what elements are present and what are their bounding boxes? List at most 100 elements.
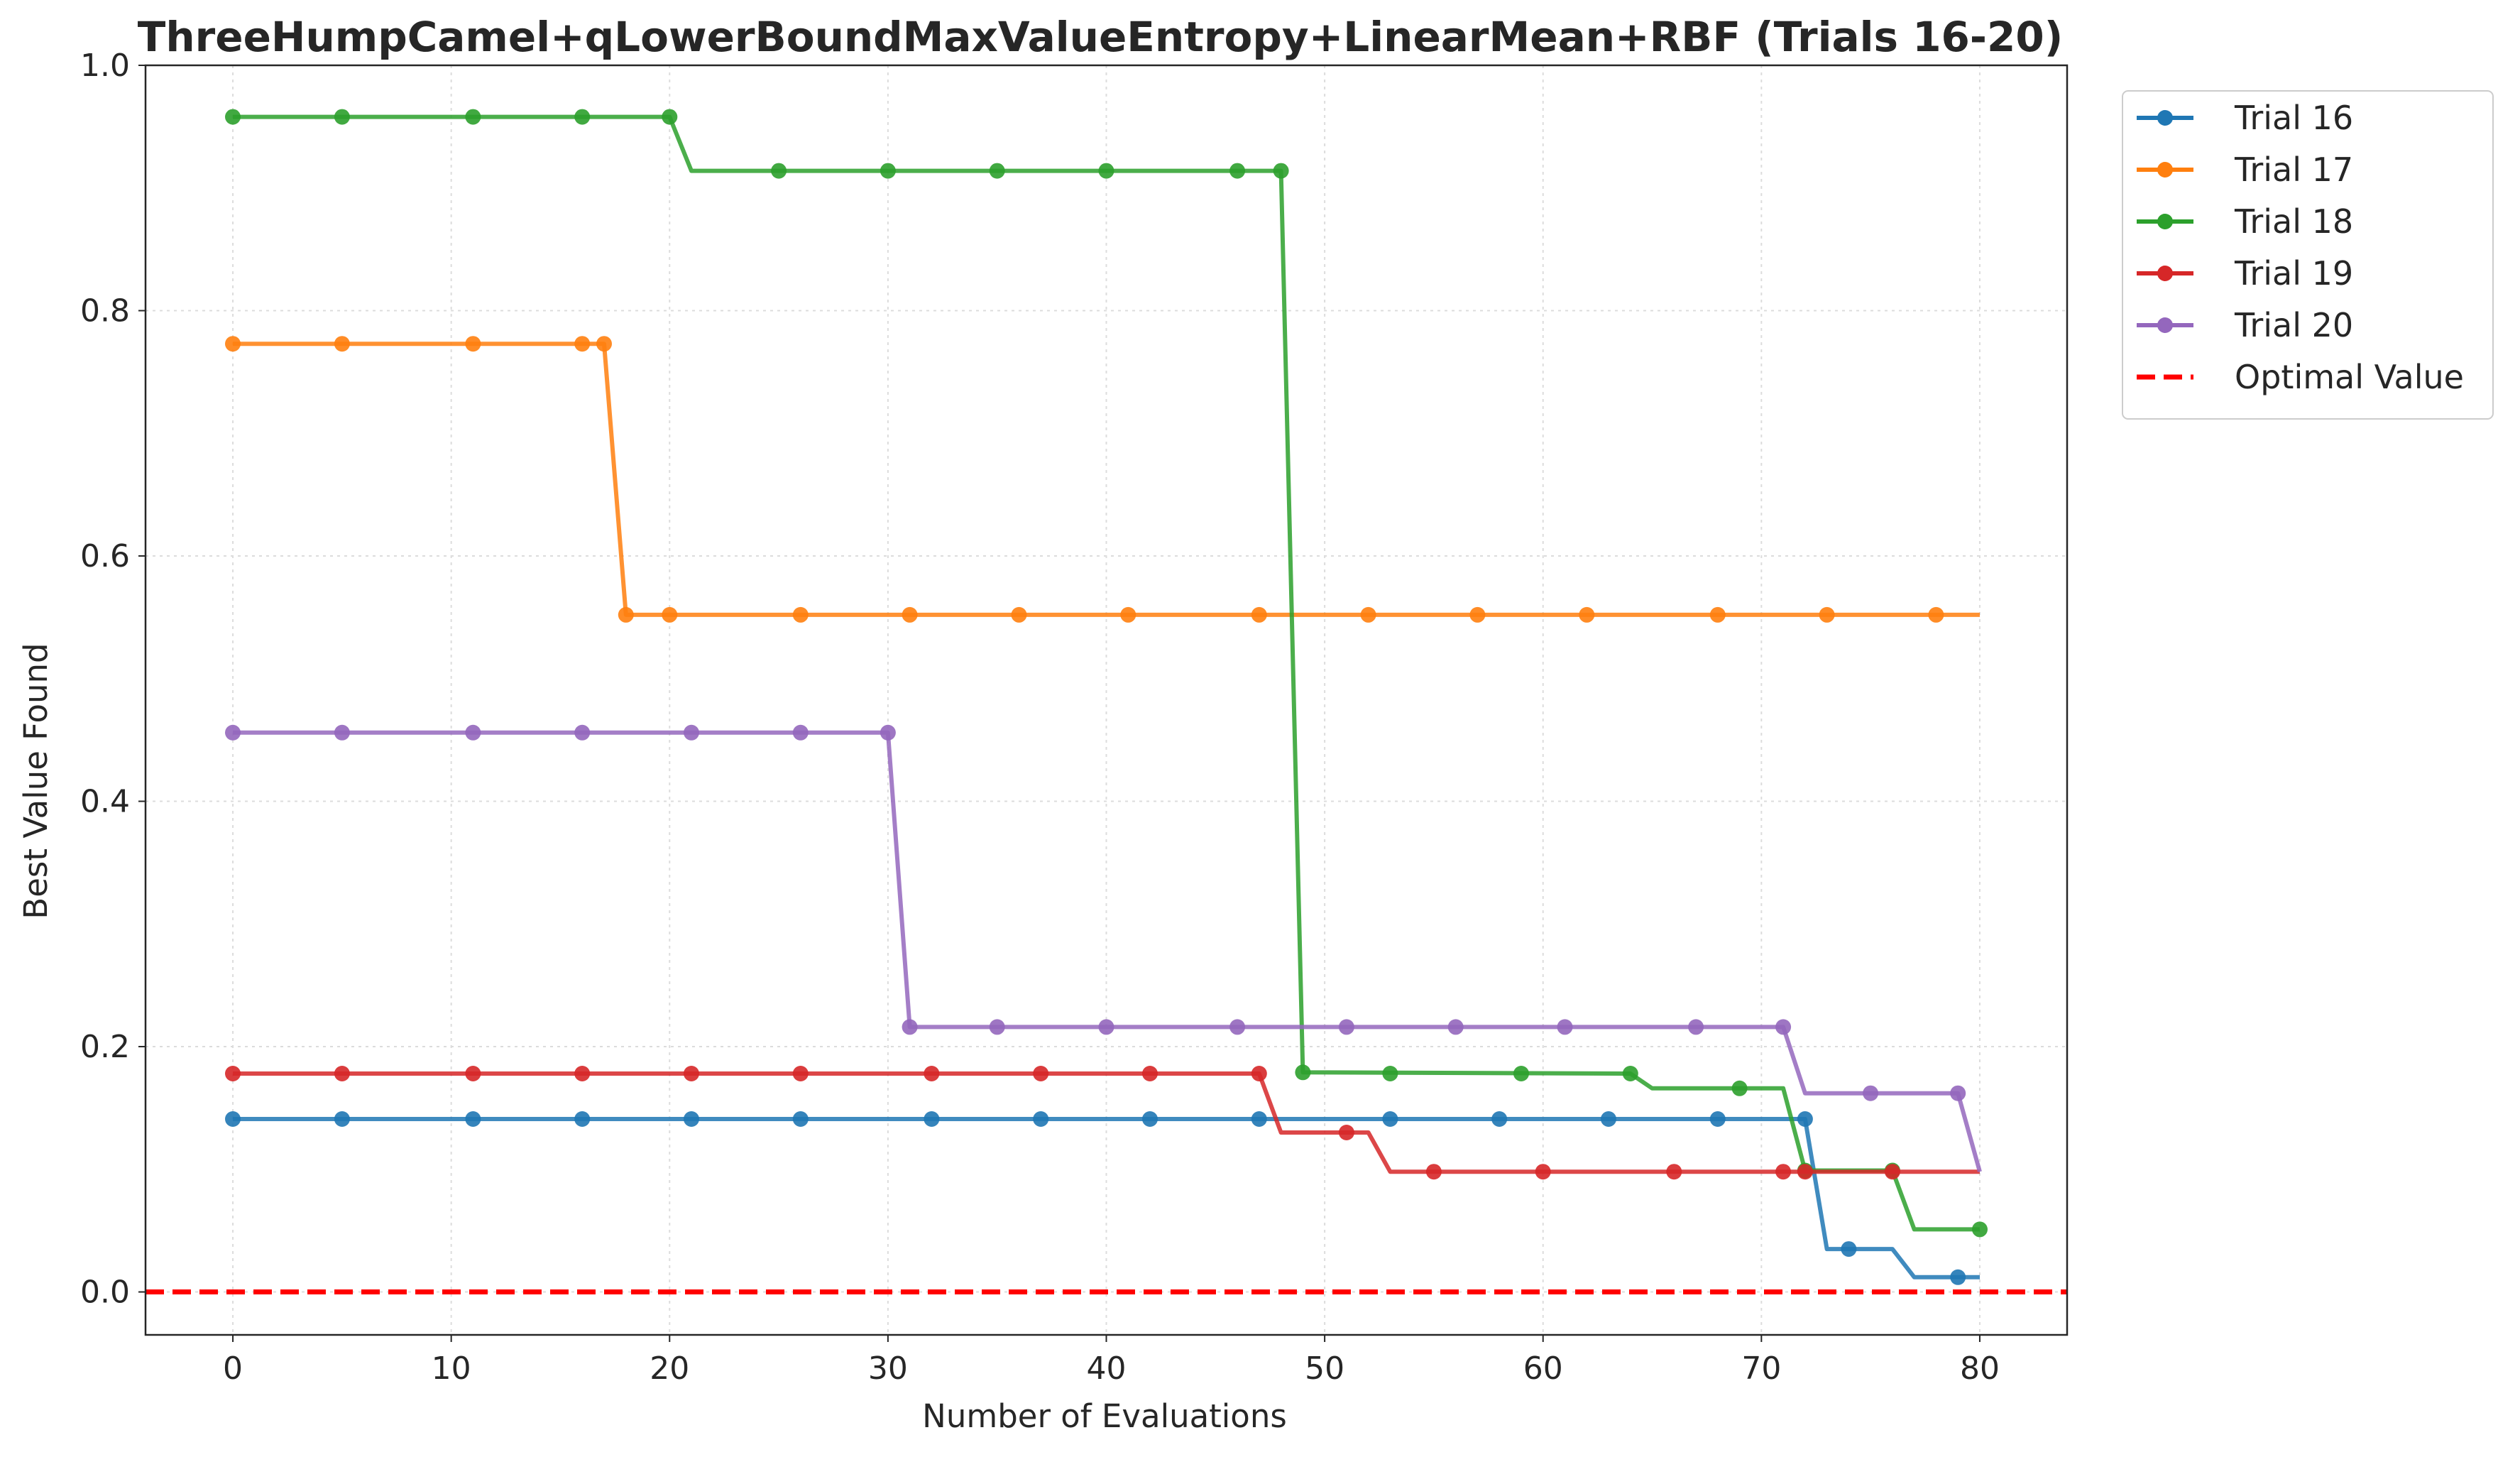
data-point	[465, 109, 481, 125]
y-tick-label: 0.2	[80, 1029, 130, 1065]
data-point	[334, 1066, 350, 1081]
data-point	[1775, 1019, 1792, 1035]
data-point	[1841, 1241, 1857, 1257]
data-point	[1251, 1066, 1267, 1081]
y-tick-label: 0.4	[80, 784, 130, 820]
legend-marker	[2157, 266, 2173, 281]
data-point	[792, 1066, 809, 1081]
data-point	[225, 1111, 241, 1127]
data-point	[924, 1066, 940, 1081]
legend-item: Trial 20	[2137, 306, 2353, 344]
legend-frame	[2122, 90, 2494, 420]
data-point	[792, 606, 809, 623]
series-trial-20	[225, 724, 1982, 1173]
data-point	[924, 1111, 940, 1127]
legend: Trial 16 Trial 17 Trial 18 Trial 19 Trial 20…	[2122, 90, 2494, 420]
data-point	[1557, 1019, 1573, 1035]
data-point	[662, 606, 678, 623]
data-point	[1775, 1164, 1792, 1180]
data-point	[334, 109, 350, 125]
data-point	[684, 1111, 699, 1127]
legend-label: Trial 18	[2234, 202, 2353, 241]
data-point	[1425, 1164, 1442, 1180]
legend-item: Trial 19	[2137, 254, 2353, 293]
data-point	[1972, 1221, 1988, 1238]
legend-marker	[2157, 162, 2173, 178]
data-point	[1513, 1066, 1529, 1081]
data-point	[684, 724, 699, 741]
data-point	[1601, 1111, 1616, 1127]
y-tick-label: 0.0	[80, 1275, 130, 1311]
x-tick-label: 20	[650, 1350, 689, 1387]
data-point	[574, 109, 591, 125]
data-point	[1120, 606, 1136, 623]
data-point	[465, 336, 481, 352]
data-point	[1622, 1066, 1638, 1081]
data-point	[1469, 606, 1486, 623]
data-point	[1382, 1111, 1398, 1127]
data-point	[574, 724, 591, 741]
data-point	[1731, 1080, 1748, 1096]
legend-item: Trial 18	[2137, 202, 2353, 241]
data-point	[1251, 606, 1267, 623]
data-point	[225, 1066, 241, 1081]
chart-title: ThreeHumpCamel+qLowerBoundMaxValueEntrop…	[138, 13, 2063, 61]
data-point	[1142, 1066, 1158, 1081]
data-point	[1491, 1111, 1508, 1127]
x-tick-label: 0	[223, 1350, 243, 1387]
legend-marker	[2157, 110, 2173, 126]
x-tick-label: 10	[432, 1350, 471, 1387]
data-point	[1229, 1019, 1246, 1035]
legend-item: Trial 17	[2137, 151, 2353, 189]
data-point	[1251, 1111, 1267, 1127]
data-point	[1950, 1085, 1966, 1101]
series-trial-17	[225, 336, 1980, 623]
data-point	[1535, 1164, 1551, 1180]
legend-label: Optimal Value	[2235, 358, 2464, 396]
data-point	[1033, 1111, 1049, 1127]
series-trial-16	[225, 1111, 1980, 1285]
data-point	[880, 163, 896, 179]
data-point	[989, 1019, 1005, 1035]
data-point	[771, 163, 787, 179]
data-point	[225, 336, 241, 352]
data-point	[596, 336, 612, 352]
series-line	[233, 1117, 1980, 1279]
x-tick-label: 50	[1305, 1350, 1344, 1387]
data-point	[465, 724, 481, 741]
data-point	[1928, 606, 1944, 623]
y-axis-label: Best Value Found	[17, 643, 55, 919]
data-point	[1797, 1164, 1813, 1180]
y-axis-ticks: 0.0 0.2 0.4 0.6 0.8 1.0	[80, 48, 146, 1311]
x-tick-label: 40	[1087, 1350, 1127, 1387]
data-point	[465, 1111, 481, 1127]
series-layer	[146, 109, 2067, 1295]
x-tick-label: 80	[1960, 1350, 2000, 1387]
data-point	[1819, 606, 1835, 623]
data-point	[1360, 606, 1376, 623]
data-point	[1229, 163, 1246, 179]
data-point	[618, 606, 634, 623]
legend-label: Trial 19	[2234, 254, 2353, 293]
legend-item: Optimal Value	[2137, 358, 2464, 396]
legend-marker	[2157, 214, 2173, 229]
x-axis-ticks: 0 10 20 30 40 50 60 70 80	[223, 1335, 2000, 1387]
data-point	[684, 1066, 699, 1081]
data-point	[1884, 1164, 1900, 1180]
data-point	[662, 109, 678, 125]
data-point	[1797, 1111, 1813, 1127]
x-tick-label: 70	[1741, 1350, 1781, 1387]
series-trial-19	[225, 1066, 1980, 1180]
data-point	[1382, 1066, 1398, 1081]
data-point	[334, 1111, 350, 1127]
data-point	[1950, 1269, 1966, 1285]
y-tick-label: 0.8	[80, 293, 130, 329]
legend-marker	[2157, 317, 2173, 333]
data-point	[225, 724, 241, 741]
data-point	[574, 1066, 591, 1081]
data-point	[1033, 1066, 1049, 1081]
data-point	[465, 1066, 481, 1081]
data-point	[1338, 1019, 1354, 1035]
data-point	[1447, 1019, 1464, 1035]
data-point	[1688, 1019, 1704, 1035]
